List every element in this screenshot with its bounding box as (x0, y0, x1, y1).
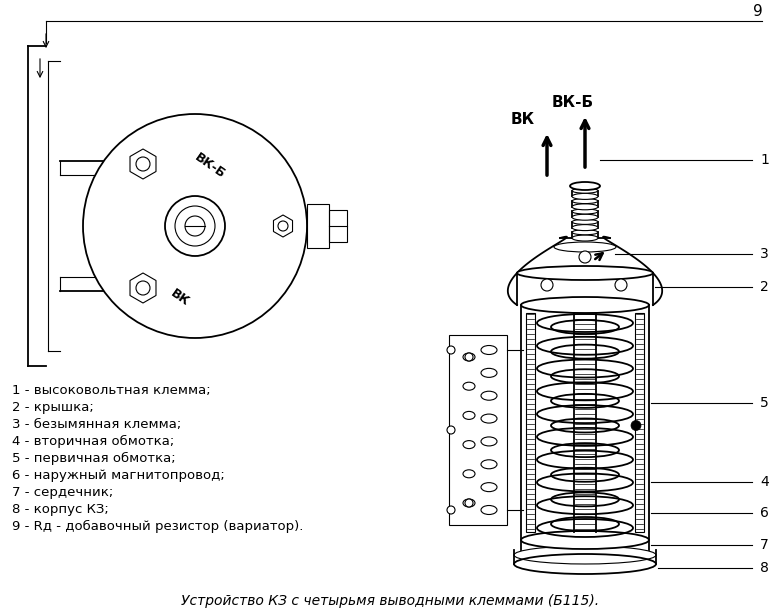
Circle shape (165, 196, 225, 256)
Circle shape (136, 157, 150, 171)
Text: 7 - сердечник;: 7 - сердечник; (12, 486, 114, 499)
Circle shape (136, 281, 150, 295)
Text: 5 - первичная обмотка;: 5 - первичная обмотка; (12, 452, 175, 465)
Circle shape (447, 506, 455, 514)
Text: ВК: ВК (511, 112, 535, 127)
Ellipse shape (572, 188, 598, 193)
Text: 4 - вторичная обмотка;: 4 - вторичная обмотка; (12, 435, 174, 448)
Ellipse shape (572, 225, 598, 230)
Bar (307, 204, 329, 248)
Bar (449, 335, 507, 525)
Ellipse shape (521, 531, 649, 549)
Text: 2: 2 (760, 280, 769, 294)
Text: 4: 4 (760, 476, 769, 490)
Circle shape (83, 114, 307, 338)
Text: 3: 3 (760, 247, 769, 261)
Ellipse shape (572, 214, 598, 220)
Circle shape (465, 499, 473, 507)
Ellipse shape (521, 297, 649, 313)
Ellipse shape (572, 198, 598, 203)
Text: 8 - корпус КЗ;: 8 - корпус КЗ; (12, 503, 109, 516)
Bar (526, 313, 535, 532)
Text: 2 - крышка;: 2 - крышка; (12, 401, 94, 414)
Bar (635, 313, 644, 532)
Ellipse shape (572, 230, 598, 235)
Ellipse shape (517, 266, 653, 280)
Text: 6 - наружный магнитопровод;: 6 - наружный магнитопровод; (12, 469, 225, 482)
Text: 3 - безымянная клемма;: 3 - безымянная клемма; (12, 418, 181, 431)
Ellipse shape (554, 242, 616, 252)
Text: 5: 5 (760, 395, 769, 410)
Text: 8: 8 (760, 561, 769, 575)
Text: 6: 6 (760, 506, 769, 521)
Text: Устройство КЗ с четырьмя выводными клеммами (Б115).: Устройство КЗ с четырьмя выводными клемм… (181, 594, 599, 608)
Text: 7: 7 (760, 538, 769, 552)
Circle shape (278, 221, 288, 231)
Ellipse shape (572, 219, 598, 224)
Ellipse shape (572, 193, 598, 200)
Circle shape (447, 426, 455, 434)
Circle shape (631, 421, 641, 431)
Ellipse shape (572, 204, 598, 210)
Text: 9 - Rд - добавочный резистор (вариатор).: 9 - Rд - добавочный резистор (вариатор). (12, 520, 303, 533)
Text: ВК-Б: ВК-Б (192, 151, 228, 181)
Bar (329, 210, 347, 242)
Text: 9: 9 (753, 4, 763, 19)
Text: 1 - высоковольтная клемма;: 1 - высоковольтная клемма; (12, 384, 210, 397)
Circle shape (175, 206, 215, 246)
Circle shape (465, 353, 473, 361)
Circle shape (615, 279, 627, 291)
Circle shape (447, 346, 455, 354)
Circle shape (185, 216, 205, 236)
Text: ВК: ВК (169, 287, 192, 309)
Ellipse shape (572, 209, 598, 214)
Circle shape (541, 279, 553, 291)
Ellipse shape (514, 554, 656, 574)
Ellipse shape (570, 182, 600, 190)
Circle shape (579, 251, 591, 263)
Ellipse shape (572, 235, 598, 241)
Text: ВК-Б: ВК-Б (552, 95, 594, 110)
Text: 1: 1 (760, 153, 769, 167)
